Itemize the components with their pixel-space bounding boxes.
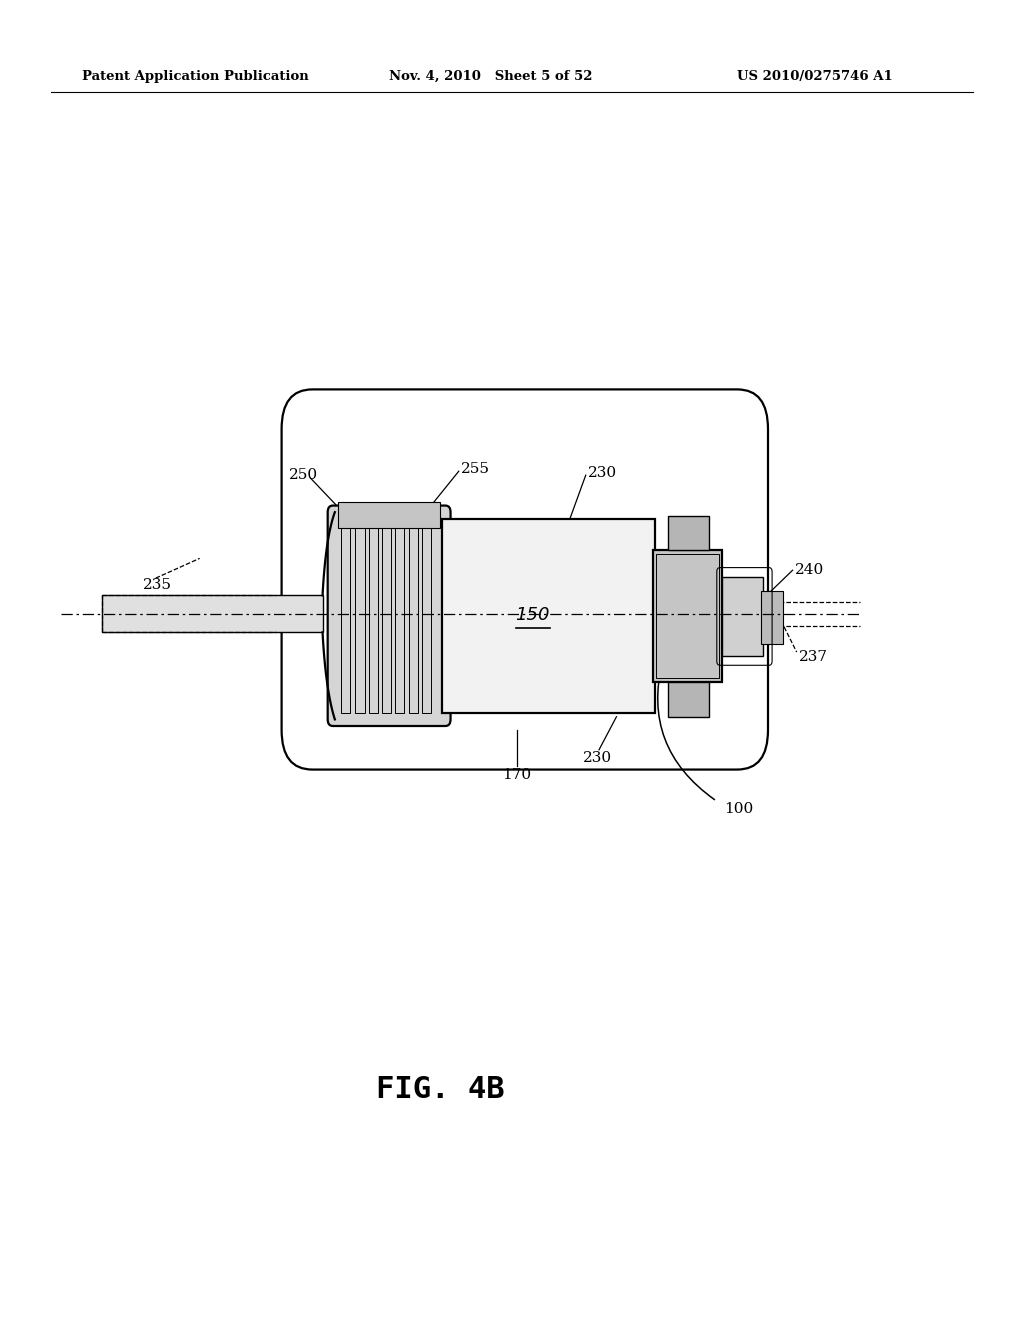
Bar xyxy=(395,519,404,713)
Text: 100: 100 xyxy=(724,803,754,816)
Bar xyxy=(722,577,763,656)
Bar xyxy=(338,502,440,528)
Bar xyxy=(409,519,418,713)
Text: 240: 240 xyxy=(795,564,824,577)
Text: 170: 170 xyxy=(502,768,530,781)
Bar xyxy=(656,554,719,678)
Text: US 2010/0275746 A1: US 2010/0275746 A1 xyxy=(737,70,893,83)
Text: 235: 235 xyxy=(143,578,172,591)
Bar xyxy=(341,519,350,713)
Bar xyxy=(422,519,431,713)
Text: Patent Application Publication: Patent Application Publication xyxy=(82,70,308,83)
Bar xyxy=(102,595,323,632)
Bar xyxy=(369,519,378,713)
Text: FIG. 4B: FIG. 4B xyxy=(376,1074,505,1104)
Text: 150: 150 xyxy=(515,606,550,624)
Text: 237: 237 xyxy=(799,651,827,664)
Bar xyxy=(355,519,365,713)
Bar xyxy=(653,550,722,682)
Bar xyxy=(382,519,391,713)
Text: 230: 230 xyxy=(588,466,616,479)
FancyBboxPatch shape xyxy=(328,506,451,726)
Bar xyxy=(442,519,655,713)
Text: 250: 250 xyxy=(289,469,317,482)
Text: 255: 255 xyxy=(461,462,489,475)
Text: Nov. 4, 2010   Sheet 5 of 52: Nov. 4, 2010 Sheet 5 of 52 xyxy=(389,70,593,83)
Bar xyxy=(668,516,709,550)
Bar xyxy=(668,682,709,717)
Text: 230: 230 xyxy=(583,751,611,764)
Bar xyxy=(761,591,783,644)
FancyBboxPatch shape xyxy=(282,389,768,770)
